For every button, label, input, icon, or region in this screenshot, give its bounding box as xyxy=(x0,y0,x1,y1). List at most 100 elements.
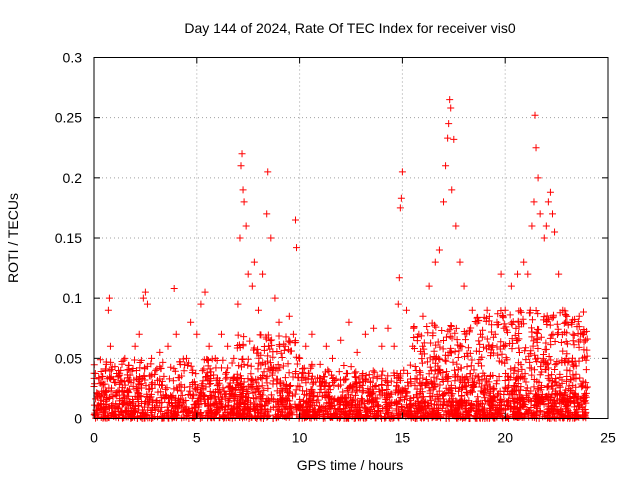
data-point xyxy=(284,392,292,400)
data-point xyxy=(240,378,248,386)
data-point xyxy=(400,366,408,374)
data-point xyxy=(115,372,123,380)
data-point xyxy=(449,358,457,366)
data-point xyxy=(411,382,419,390)
data-point xyxy=(453,360,461,368)
data-point xyxy=(489,384,497,392)
data-point xyxy=(583,352,591,360)
data-point xyxy=(444,372,452,380)
data-point xyxy=(393,400,401,408)
x-tick-label: 20 xyxy=(497,430,513,446)
data-point xyxy=(582,366,590,374)
data-point xyxy=(395,411,403,419)
data-point xyxy=(234,300,242,308)
data-point xyxy=(363,406,371,414)
data-point xyxy=(488,321,496,329)
data-point xyxy=(538,368,546,376)
data-point xyxy=(395,274,403,282)
data-point xyxy=(346,408,354,416)
data-point xyxy=(207,402,215,410)
data-point xyxy=(131,402,139,410)
x-tick-label: 0 xyxy=(90,430,98,446)
data-point xyxy=(120,387,128,395)
data-point xyxy=(373,373,381,381)
data-point xyxy=(455,347,463,355)
data-point xyxy=(476,340,484,348)
data-point xyxy=(534,393,542,401)
data-point xyxy=(446,326,454,334)
data-point xyxy=(181,383,189,391)
data-point xyxy=(458,343,466,351)
data-point xyxy=(495,357,503,365)
data-point xyxy=(138,406,146,414)
data-point xyxy=(422,405,430,413)
data-point xyxy=(172,403,180,411)
data-point xyxy=(197,395,205,403)
data-point xyxy=(538,358,546,366)
data-point xyxy=(177,387,185,395)
data-point xyxy=(230,354,238,362)
data-point xyxy=(238,150,246,158)
data-point xyxy=(499,314,507,322)
data-point xyxy=(406,397,414,405)
data-point xyxy=(553,360,561,368)
data-point xyxy=(506,311,514,319)
data-point xyxy=(524,270,532,278)
data-point xyxy=(550,407,558,415)
data-point xyxy=(499,342,507,350)
data-point xyxy=(143,390,151,398)
data-point xyxy=(211,354,219,362)
data-point xyxy=(157,407,165,415)
grid-lines xyxy=(94,57,608,419)
data-point xyxy=(563,312,571,320)
data-point xyxy=(369,389,377,397)
data-point xyxy=(526,396,534,404)
data-point xyxy=(466,370,474,378)
data-point xyxy=(280,346,288,354)
data-point xyxy=(378,342,386,350)
data-point xyxy=(267,234,275,242)
data-point xyxy=(454,353,462,361)
data-point xyxy=(264,365,272,373)
data-point xyxy=(296,395,304,403)
data-point xyxy=(423,323,431,331)
data-point xyxy=(522,391,530,399)
data-point xyxy=(541,393,549,401)
data-point xyxy=(451,329,459,337)
data-point xyxy=(212,395,220,403)
data-point xyxy=(579,308,587,316)
data-point xyxy=(462,399,470,407)
data-point xyxy=(102,388,110,396)
data-point xyxy=(222,414,230,422)
data-point xyxy=(268,371,276,379)
data-point xyxy=(106,342,114,350)
data-point xyxy=(253,384,261,392)
data-point xyxy=(336,413,344,421)
data-point xyxy=(114,404,122,412)
data-point xyxy=(331,395,339,403)
data-point xyxy=(507,365,515,373)
data-point xyxy=(445,120,453,128)
data-point xyxy=(511,364,519,372)
data-point xyxy=(451,348,459,356)
data-point xyxy=(121,381,129,389)
data-point xyxy=(429,332,437,340)
y-axis-label: ROTI / TECUs xyxy=(5,193,21,283)
data-point xyxy=(416,379,424,387)
data-point xyxy=(269,403,277,411)
data-point xyxy=(531,111,539,119)
data-point xyxy=(276,364,284,372)
data-point xyxy=(461,383,469,391)
data-point xyxy=(468,356,476,364)
data-point xyxy=(384,324,392,332)
data-point xyxy=(475,379,483,387)
axis-ticks xyxy=(93,57,609,419)
data-point xyxy=(428,319,436,327)
data-point xyxy=(460,328,468,336)
data-point xyxy=(142,382,150,390)
data-point xyxy=(432,413,440,421)
data-point xyxy=(415,403,423,411)
data-point xyxy=(503,414,511,422)
data-point xyxy=(376,409,384,417)
data-point xyxy=(444,134,452,142)
